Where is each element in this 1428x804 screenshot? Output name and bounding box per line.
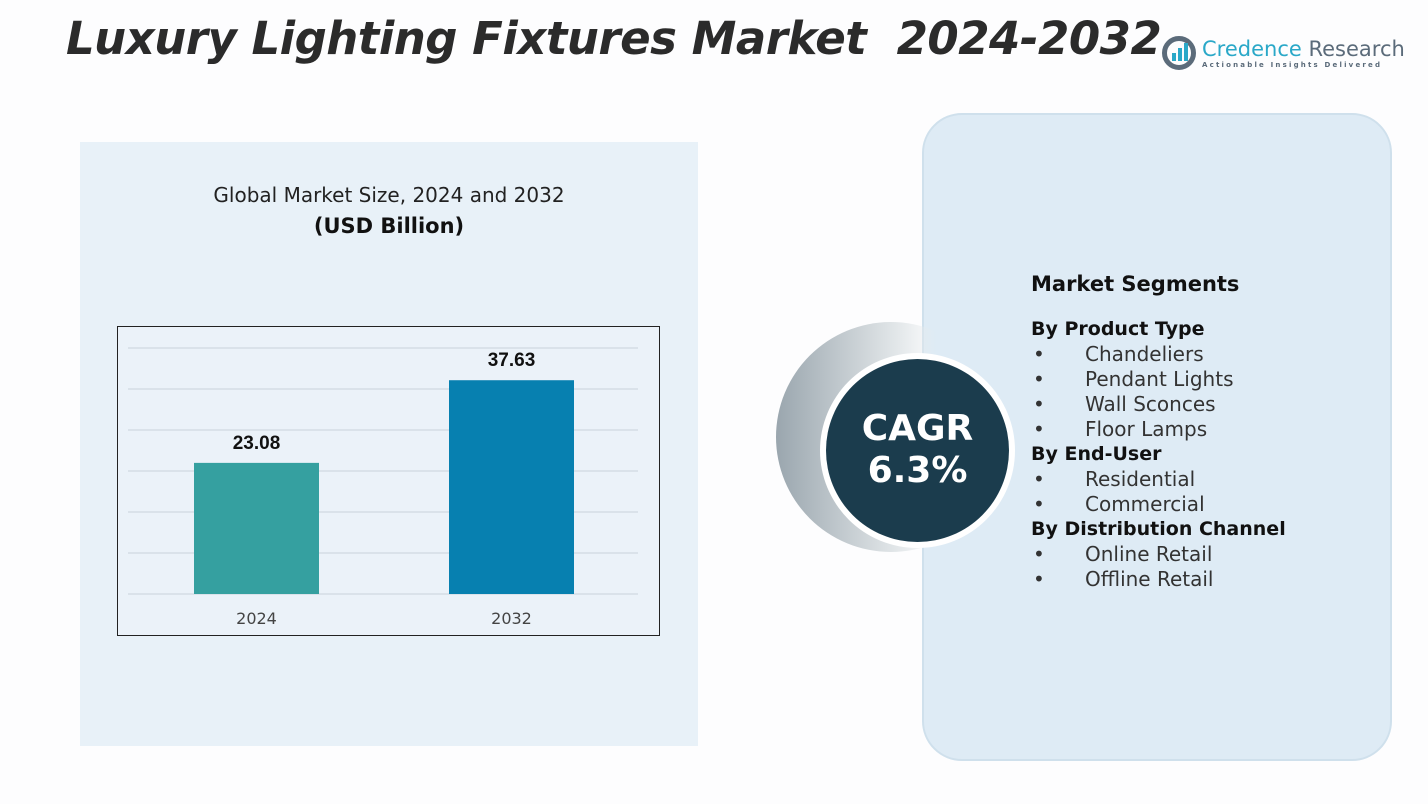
segment-item-label: Floor Lamps (1085, 417, 1208, 441)
segment-item: • Commercial (1031, 492, 1286, 517)
segment-group: By Distribution Channel (1031, 518, 1286, 540)
bullet: • (1033, 392, 1045, 416)
segment-item-label: Online Retail (1085, 542, 1213, 566)
bullet: • (1033, 367, 1045, 391)
segment-item-label: Chandeliers (1085, 342, 1204, 366)
bar-chart: 23.08 2024 37.63 2032 (117, 326, 660, 636)
bullet: • (1033, 467, 1045, 491)
data-label: 37.63 (488, 350, 536, 371)
bullet: • (1033, 542, 1045, 566)
segment-item-label: Pendant Lights (1085, 367, 1234, 391)
bar-2024 (194, 462, 319, 594)
chart-title: Global Market Size, 2024 and 2032 (213, 183, 565, 207)
cagr-badge: CAGR 6.3% (826, 359, 1009, 542)
segment-item-label: Wall Sconces (1085, 392, 1216, 416)
logo-tagline: Actionable Insights Delivered (1202, 61, 1383, 69)
segment-item-label: Commercial (1085, 492, 1205, 516)
data-label: 23.08 (233, 433, 281, 454)
segment-item-label: Offline Retail (1085, 567, 1214, 591)
credence-research-logo: Credence Research Actionable Insights De… (1162, 36, 1405, 70)
segment-item: • Offline Retail (1031, 567, 1286, 592)
segment-item: • Chandeliers (1031, 342, 1286, 367)
logo-chart-icon (1162, 36, 1196, 70)
logo-name-1: Credence (1202, 37, 1302, 61)
bullet: • (1033, 417, 1045, 441)
cagr-label: CAGR (861, 408, 974, 449)
segment-item: • Pendant Lights (1031, 367, 1286, 392)
bar-chart-svg: 23.08 2024 37.63 2032 (128, 347, 638, 628)
logo-name-2: Research (1308, 37, 1405, 61)
segment-item: • Floor Lamps (1031, 417, 1286, 442)
segment-item-label: Residential (1085, 467, 1196, 491)
segment-item: • Residential (1031, 467, 1286, 492)
segments-panel (922, 113, 1392, 761)
bullet: • (1033, 342, 1045, 366)
bullet: • (1033, 492, 1045, 516)
segment-item: • Wall Sconces (1031, 392, 1286, 417)
bullet: • (1033, 567, 1045, 591)
segments-heading: Market Segments (1031, 272, 1240, 296)
market-segments: Market Segments By Product Type • Chandeli… (1031, 272, 1286, 592)
page-title: Luxury Lighting Fixtures Market 2024-203… (66, 12, 1162, 65)
segment-item: • Online Retail (1031, 542, 1286, 567)
cagr-value: 6.3% (867, 450, 968, 491)
x-tick-label: 2032 (491, 609, 532, 628)
chart-unit: (USD Billion) (313, 214, 465, 238)
x-tick-label: 2024 (236, 609, 277, 628)
segment-group: By End-User (1031, 443, 1162, 465)
bar-2032 (449, 380, 574, 594)
segment-group: By Product Type (1031, 318, 1205, 340)
